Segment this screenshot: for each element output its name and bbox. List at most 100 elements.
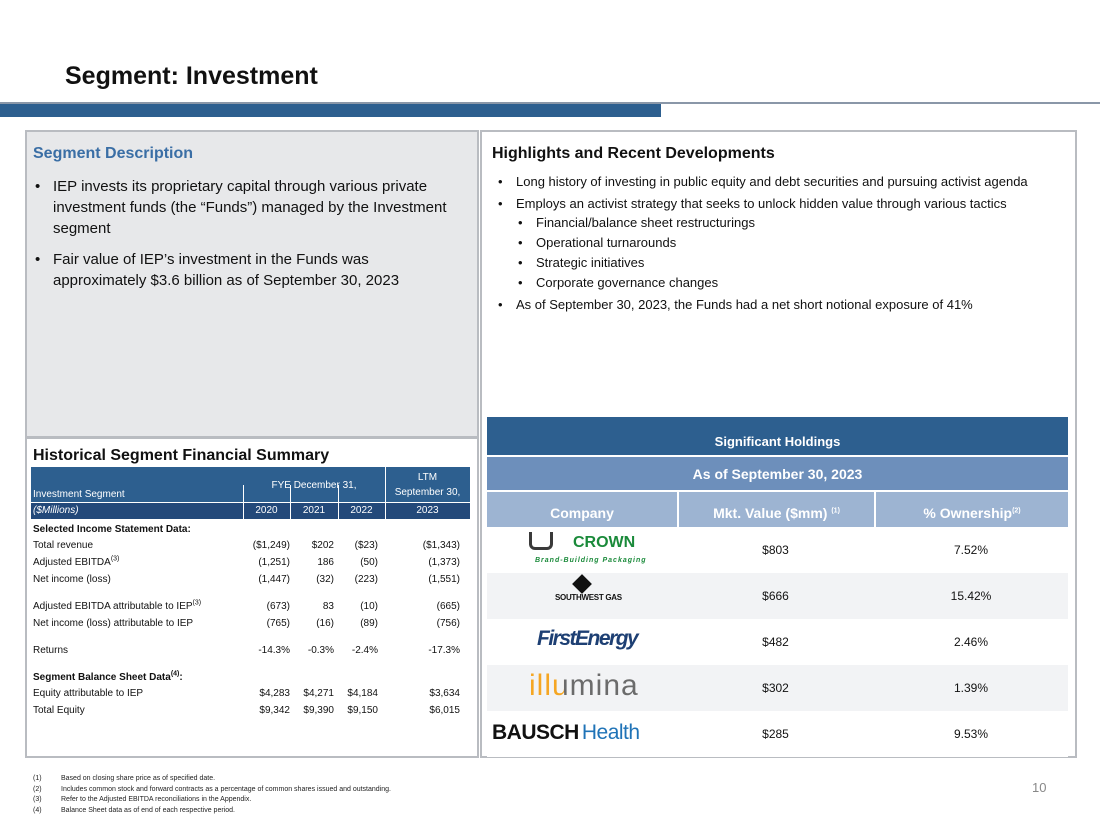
footnote-ref: (4) xyxy=(170,670,180,678)
cell-value: (1,447) xyxy=(258,574,290,585)
footnote: (4) Balance Sheet data as of end of each … xyxy=(33,806,391,817)
footnote-text: Balance Sheet data as of end of each res… xyxy=(61,806,235,814)
highlights-panel xyxy=(480,130,1077,758)
market-value: $285 xyxy=(762,727,789,741)
cell-value: $4,283 xyxy=(259,688,290,699)
cell-value: (50) xyxy=(360,557,378,568)
ownership: 9.53% xyxy=(953,727,989,741)
row-label-text: Total revenue xyxy=(33,540,94,551)
highlights-list: Long history of investing in public equi… xyxy=(496,174,1056,319)
logo-text: illumina xyxy=(529,669,639,702)
footnote-number: (2) xyxy=(33,785,42,793)
cell-value: -0.3% xyxy=(307,645,334,656)
logo-sub: Health xyxy=(581,721,640,744)
cell-value: (10) xyxy=(360,601,378,612)
sub-bullet: Operational turnarounds xyxy=(516,235,1056,251)
ownership: 1.39% xyxy=(953,681,989,695)
holdings-title: Significant Holdings xyxy=(487,417,1068,455)
row-label-text: Adjusted EBITDA xyxy=(33,557,111,568)
bullet: IEP invests its proprietary capital thro… xyxy=(33,176,463,239)
column-header: Mkt. Value ($mm) (1) xyxy=(677,490,874,527)
ownership: 2.46% xyxy=(953,635,989,649)
holding-row: BAUSCH Health $285 9.53% xyxy=(487,711,1068,757)
row-label: Total Equity xyxy=(33,705,85,716)
row-label-text: Equity attributable to IEP xyxy=(33,688,144,699)
year-label: 2021 xyxy=(302,505,326,516)
cell-value: (765) xyxy=(266,618,290,629)
bullet: As of September 30, 2023, the Funds had … xyxy=(496,297,1056,313)
cell-value: -17.3% xyxy=(428,645,460,656)
row-label-text: Returns xyxy=(33,645,69,656)
market-value: $666 xyxy=(762,589,789,603)
column-header-row xyxy=(487,490,1068,527)
cell-value: $4,184 xyxy=(347,688,378,699)
market-value: $482 xyxy=(762,635,789,649)
cell-value: $202 xyxy=(311,540,334,551)
cell-value: $4,271 xyxy=(303,688,334,699)
bullet: Long history of investing in public equi… xyxy=(496,174,1056,190)
ownership: 15.42% xyxy=(950,589,992,603)
logo-sub: Brand-Building Packaging xyxy=(535,557,647,564)
logo-text: FirstEnergy xyxy=(537,627,639,650)
column-header-text: % Ownership xyxy=(923,505,1013,521)
description-heading: Segment Description xyxy=(33,145,194,162)
year-label: 2022 xyxy=(350,505,373,516)
header-cell xyxy=(31,467,470,502)
cell-value: (16) xyxy=(316,618,334,629)
bullet-text: Employs an activist strategy that seeks … xyxy=(516,196,1007,211)
group-heading-suffix: : xyxy=(179,672,183,683)
footnote-text: Includes common stock and forward contra… xyxy=(61,785,391,793)
cell-value: (673) xyxy=(266,601,290,612)
holding-row: SOUTHWEST GAS $666 15.42% xyxy=(487,573,1068,619)
ltm-label: September 30, xyxy=(394,487,461,498)
footnote-text: Based on closing share price as of speci… xyxy=(61,775,216,782)
row-label-text: Net income (loss) xyxy=(33,574,111,585)
cell-value: 186 xyxy=(317,557,334,568)
sub-bullet: Corporate governance changes xyxy=(516,275,1056,291)
column-header: % Ownership(2) xyxy=(874,490,1068,527)
logo-text: SOUTHWEST GAS xyxy=(555,593,622,602)
segment-label: Investment Segment xyxy=(33,489,125,500)
cell-value: (32) xyxy=(316,574,334,585)
group-heading: Selected Income Statement Data: xyxy=(33,524,191,535)
units-label: ($Millions) xyxy=(33,505,79,516)
title-rule xyxy=(0,102,1100,104)
row-label-text: Net income (loss) attributable to IEP xyxy=(33,618,194,629)
row-label: Returns xyxy=(33,645,68,656)
footnote-ref: (3) xyxy=(110,555,120,563)
row-label: Adjusted EBITDA attributable to IEP(3) xyxy=(33,600,201,612)
cell-value: $6,015 xyxy=(429,705,460,716)
group-heading-text: Segment Balance Sheet Data xyxy=(33,672,171,683)
col-sep xyxy=(338,485,339,519)
cell-value: ($1,249) xyxy=(252,540,290,551)
description-list: IEP invests its proprietary capital thro… xyxy=(33,176,463,301)
holdings-subtitle: As of September 30, 2023 xyxy=(487,455,1068,490)
cell-value: $9,390 xyxy=(303,705,334,716)
units-row xyxy=(31,503,470,519)
company-logo: illumina xyxy=(529,669,639,703)
group-heading: Segment Balance Sheet Data(4): xyxy=(33,670,183,683)
cell-value: $9,342 xyxy=(259,705,290,716)
title-band xyxy=(0,104,661,117)
cell-value: $9,150 xyxy=(347,705,378,716)
row-label: Adjusted EBITDA(3) xyxy=(33,555,120,568)
footnotes: (1) Based on closing share price as of sp… xyxy=(33,774,391,816)
highlights-heading: Highlights and Recent Developments xyxy=(492,145,775,162)
cell-value: (89) xyxy=(360,618,378,629)
col-sep xyxy=(290,485,291,519)
group-heading-text: Selected Income Statement Data: xyxy=(33,524,191,535)
row-label: Total revenue xyxy=(33,540,93,551)
crown-icon xyxy=(529,532,553,550)
footnote-number: (3) xyxy=(33,796,42,803)
cell-value: ($1,343) xyxy=(422,540,460,551)
cell-value: (1,373) xyxy=(428,557,460,568)
market-value: $803 xyxy=(762,543,789,557)
row-label: Equity attributable to IEP xyxy=(33,688,143,699)
footnote-number: (1) xyxy=(33,775,42,782)
logo-text: CROWN xyxy=(573,534,636,551)
fye-label: FYE December 31, xyxy=(271,480,357,491)
holding-row: CROWN Brand-Building Packaging $803 7.52% xyxy=(487,527,1068,573)
sub-list: Financial/balance sheet restructurings Op… xyxy=(516,215,1056,291)
bullet-text: Long history of investing in public equi… xyxy=(516,174,1028,189)
